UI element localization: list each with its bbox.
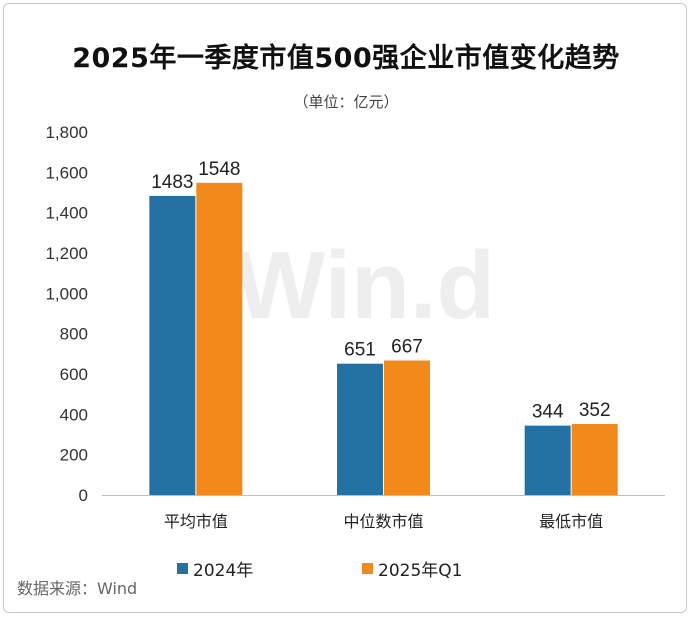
y-tick-label: 1,000	[45, 284, 88, 303]
data-label: 344	[532, 402, 564, 423]
y-tick-label: 1,200	[45, 244, 88, 263]
y-tick-label: 400	[60, 405, 88, 424]
legend-label-2024: 2024年	[193, 561, 254, 581]
legend-label-2025q1: 2025年Q1	[378, 561, 463, 581]
data-label: 1483	[151, 172, 193, 193]
data-label: 1548	[198, 159, 240, 180]
bar-2025q1	[571, 424, 618, 495]
bar-2024	[337, 363, 383, 495]
y-axis: 0 200 400 600 800 1,000 1,200 1,400 1,600 1,800	[45, 123, 88, 505]
data-label: 651	[344, 340, 376, 361]
data-label: 667	[391, 336, 423, 357]
legend-item-2025q1: 2025年Q1	[362, 556, 462, 581]
chart-frame	[3, 3, 687, 613]
legend-swatch-2025q1	[362, 563, 373, 574]
chart-title: 2025年一季度市值500强企业市值变化趋势	[72, 43, 620, 74]
chart-subtitle: （单位：亿元）	[293, 93, 399, 111]
watermark: Win.d	[235, 232, 495, 339]
y-tick-label: 800	[60, 325, 88, 344]
y-tick-label: 1,600	[45, 163, 88, 182]
x-tick-label: 最低市值	[539, 512, 603, 531]
bar-2025q1	[196, 182, 243, 495]
source-note: 数据来源：Wind	[17, 579, 138, 598]
legend-swatch-2024	[177, 563, 188, 574]
bar-2024	[524, 425, 571, 495]
x-tick-label: 中位数市值	[343, 512, 423, 531]
x-axis: 平均市值 中位数市值 最低市值	[102, 495, 665, 531]
y-tick-label: 1,800	[45, 123, 88, 142]
bar-2024	[149, 195, 196, 495]
y-tick-label: 1,400	[45, 204, 88, 223]
x-tick-label: 平均市值	[164, 512, 228, 531]
legend-item-2024: 2024年	[177, 556, 253, 581]
y-tick-label: 200	[60, 446, 88, 465]
data-label: 352	[579, 400, 611, 421]
bar-2025q1	[384, 360, 430, 495]
y-tick-label: 0	[79, 486, 88, 505]
y-tick-label: 600	[60, 365, 88, 384]
